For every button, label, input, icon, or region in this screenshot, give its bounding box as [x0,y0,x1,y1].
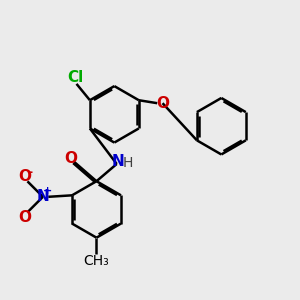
Text: N: N [112,154,124,169]
Text: O: O [156,96,169,111]
Text: N: N [37,189,49,204]
Text: H: H [123,156,133,170]
Text: O: O [64,151,77,166]
Text: Cl: Cl [67,70,83,85]
Text: -: - [27,166,32,179]
Text: CH₃: CH₃ [84,254,110,268]
Text: O: O [18,169,31,184]
Text: +: + [43,187,52,196]
Text: O: O [18,210,31,225]
